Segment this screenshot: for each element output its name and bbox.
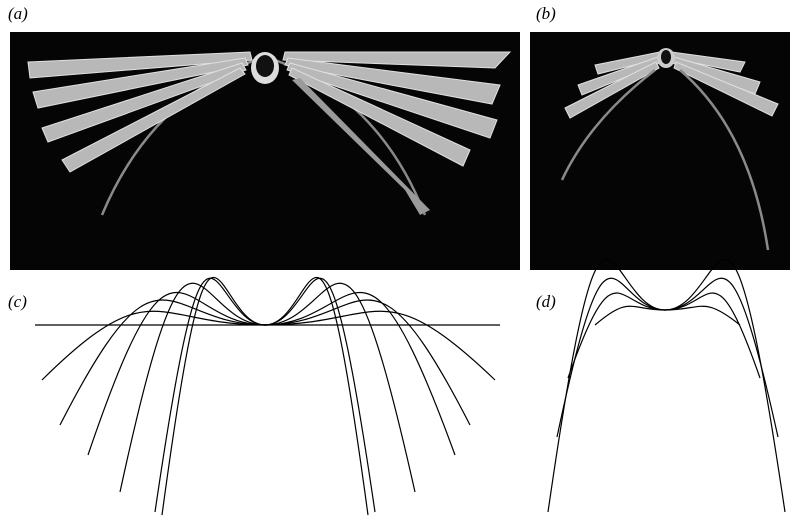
shape-curve <box>120 283 415 492</box>
shape-curve <box>557 278 778 437</box>
figure: (a) (b) (c) (d) <box>0 0 795 520</box>
shape-curve <box>88 293 455 456</box>
shape-curve <box>548 260 785 513</box>
curves-d <box>548 260 785 513</box>
shape-curve <box>568 293 760 378</box>
panel-label: (d) <box>536 292 556 311</box>
photo-a <box>10 32 520 270</box>
shape-curve <box>595 306 740 325</box>
panel-label: (b) <box>536 4 556 23</box>
shape-curve <box>162 278 368 516</box>
shape-curve <box>42 311 495 380</box>
photo-b <box>530 32 790 270</box>
panel-label: (c) <box>8 292 27 311</box>
shape-curve <box>155 278 375 512</box>
panel-label: (a) <box>8 4 28 23</box>
curves-c <box>35 278 500 516</box>
